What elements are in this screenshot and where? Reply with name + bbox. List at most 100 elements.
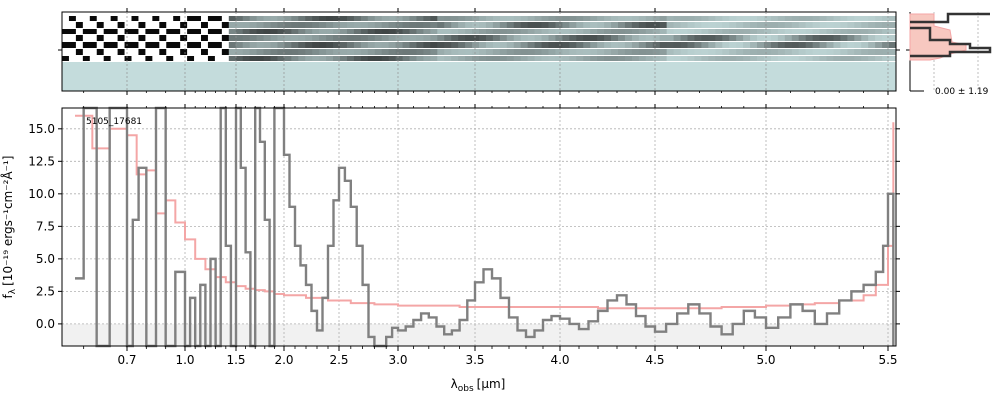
spectrum-2d-pixel bbox=[221, 56, 230, 61]
spectrum-2d-pixel bbox=[96, 16, 105, 21]
spectrum-2d-pixel bbox=[715, 56, 723, 61]
spectrum-2d-pixel bbox=[763, 29, 772, 34]
spectrum-2d-pixel bbox=[353, 29, 362, 34]
spectrum-2d-pixel bbox=[346, 16, 355, 21]
spectrum-2d-pixel bbox=[875, 56, 883, 61]
spectrum-2d-pixel bbox=[319, 49, 327, 55]
spectrum-2d-pixel bbox=[346, 42, 355, 48]
spectrum-2d-pixel bbox=[374, 16, 383, 21]
spectrum-2d-pixel bbox=[277, 56, 285, 61]
spectrum-2d-pixel bbox=[207, 42, 216, 48]
spectrum-2d-pixel bbox=[791, 29, 800, 34]
spectrum-2d-pixel bbox=[444, 29, 452, 34]
spectrum-2d-pixel bbox=[659, 49, 668, 55]
spectrum-2d-pixel bbox=[673, 29, 682, 34]
spectrum-2d-pixel bbox=[416, 29, 424, 34]
spectrum-2d-pixel bbox=[62, 29, 70, 34]
spectrum-1d-panel: 0.7 1.0 1.5 2.0 2.5 3.0 3.5 4.0 4.5 5.0 5.5 0.0 2.5… bbox=[28, 104, 900, 367]
spectrum-2d-pixel bbox=[583, 42, 591, 48]
spectrum-2d-pixel bbox=[777, 35, 786, 41]
spectrum-2d-pixel bbox=[534, 16, 543, 21]
spectrum-2d-pixel bbox=[117, 16, 126, 21]
spectrum-2d-pixel bbox=[242, 49, 251, 55]
spectrum-2d-pixel bbox=[409, 42, 417, 48]
spectrum-2d-pixel bbox=[492, 16, 501, 21]
spectrum-2d-pixel bbox=[562, 56, 570, 61]
spectrum-2d-pixel bbox=[437, 29, 445, 34]
spectrum-2d-pixel bbox=[89, 29, 98, 34]
spectrum-2d-pixel bbox=[68, 56, 77, 61]
spectrum-2d-pixel bbox=[96, 29, 105, 34]
spectrum-2d-pixel bbox=[826, 42, 834, 48]
spectrum-2d-pixel bbox=[652, 35, 661, 41]
spectrum-2d-pixel bbox=[242, 16, 251, 21]
spectrum-2d-pixel bbox=[159, 35, 167, 41]
spectrum-2d-pixel bbox=[395, 22, 404, 28]
spectrum-2d-pixel bbox=[826, 22, 834, 28]
spectrum-2d-pixel bbox=[555, 22, 563, 28]
spectrum-2d-pixel bbox=[187, 42, 195, 48]
spectrum-2d-pixel bbox=[673, 49, 682, 55]
spectrum-2d-pixel bbox=[263, 29, 271, 34]
spectrum-2d-pixel bbox=[340, 22, 348, 28]
spectrum-2d-pixel bbox=[736, 42, 744, 48]
spectrum-2d-pixel bbox=[374, 56, 383, 61]
x-tick-label: 4.5 bbox=[645, 353, 664, 367]
spectrum-2d-pixel bbox=[207, 29, 216, 34]
spectrum-2d-pixel bbox=[374, 35, 383, 41]
spectrum-2d-pixel bbox=[124, 56, 132, 61]
spectrum-2d-pixel bbox=[659, 35, 668, 41]
spectrum-2d-pixel bbox=[889, 56, 897, 61]
spectrum-2d-pixel bbox=[527, 35, 536, 41]
spectrum-2d-pixel bbox=[472, 35, 480, 41]
spectrum-2d-pixel bbox=[666, 16, 675, 21]
spectrum-2d-pixel bbox=[284, 35, 292, 41]
spectrum-2d-pixel bbox=[562, 49, 570, 55]
profile-panel: 0.00 ± 1.19 bbox=[906, 12, 992, 97]
spectrum-2d-pixel bbox=[736, 16, 744, 21]
spectrum-2d-pixel bbox=[722, 16, 730, 21]
spectrum-2d-pixel bbox=[687, 29, 695, 34]
spectrum-2d-pixel bbox=[784, 22, 793, 28]
spectrum-2d-pixel bbox=[729, 42, 737, 48]
spectrum-2d-pixel bbox=[75, 35, 84, 41]
spectrum-2d-pixel bbox=[110, 22, 119, 28]
spectrum-2d-pixel bbox=[840, 22, 848, 28]
spectrum-2d-pixel bbox=[708, 49, 716, 55]
spectrum-2d-pixel bbox=[541, 22, 549, 28]
spectrum-2d-pixel bbox=[569, 56, 577, 61]
spectrum-2d-pixel bbox=[298, 22, 306, 28]
spectrum-2d-pixel bbox=[729, 16, 737, 21]
profile-label: 0.00 ± 1.19 bbox=[935, 87, 989, 97]
spectrum-2d-pixel bbox=[381, 16, 390, 21]
spectrum-2d-pixel bbox=[645, 56, 654, 61]
spectrum-2d-pixel bbox=[645, 49, 654, 55]
spectrum-2d-pixel bbox=[541, 16, 549, 21]
spectrum-2d-pixel bbox=[833, 42, 841, 48]
spectrum-2d-pixel bbox=[722, 35, 730, 41]
spectrum-2d-pixel bbox=[631, 49, 640, 55]
spectrum-2d-pixel bbox=[548, 35, 556, 41]
spectrum-2d-pixel bbox=[326, 49, 334, 55]
spectrum-2d-pixel bbox=[298, 16, 306, 21]
spectrum-2d-pixel bbox=[534, 35, 543, 41]
spectrum-2d-pixel bbox=[180, 49, 188, 55]
spectrum-2d-pixel bbox=[152, 56, 160, 61]
plot-area bbox=[62, 108, 896, 346]
spectrum-2d-pixel bbox=[882, 16, 890, 21]
spectrum-2d-pixel bbox=[437, 35, 445, 41]
spectrum-2d-pixel bbox=[492, 29, 501, 34]
x-tick-label: 4.0 bbox=[550, 353, 569, 367]
spectrum-2d-pixel bbox=[451, 42, 459, 48]
spectrum-2d-pixel bbox=[638, 49, 647, 55]
spectrum-2d-pixel bbox=[590, 29, 598, 34]
profile-line bbox=[910, 12, 992, 58]
spectrum-2d-pixel bbox=[736, 49, 744, 55]
spectrum-2d-pixel bbox=[777, 29, 786, 34]
y-axis-title: fλ [10⁻¹⁹ ergs⁻¹cm⁻²Å⁻¹] bbox=[0, 156, 18, 299]
spectrum-2d-pixel bbox=[506, 42, 515, 48]
spectrum-2d-pixel bbox=[618, 56, 626, 61]
spectrum-2d-pixel bbox=[458, 49, 466, 55]
spectrum-2d-pixel bbox=[117, 29, 126, 34]
spectrum-2d-pixel bbox=[583, 29, 591, 34]
